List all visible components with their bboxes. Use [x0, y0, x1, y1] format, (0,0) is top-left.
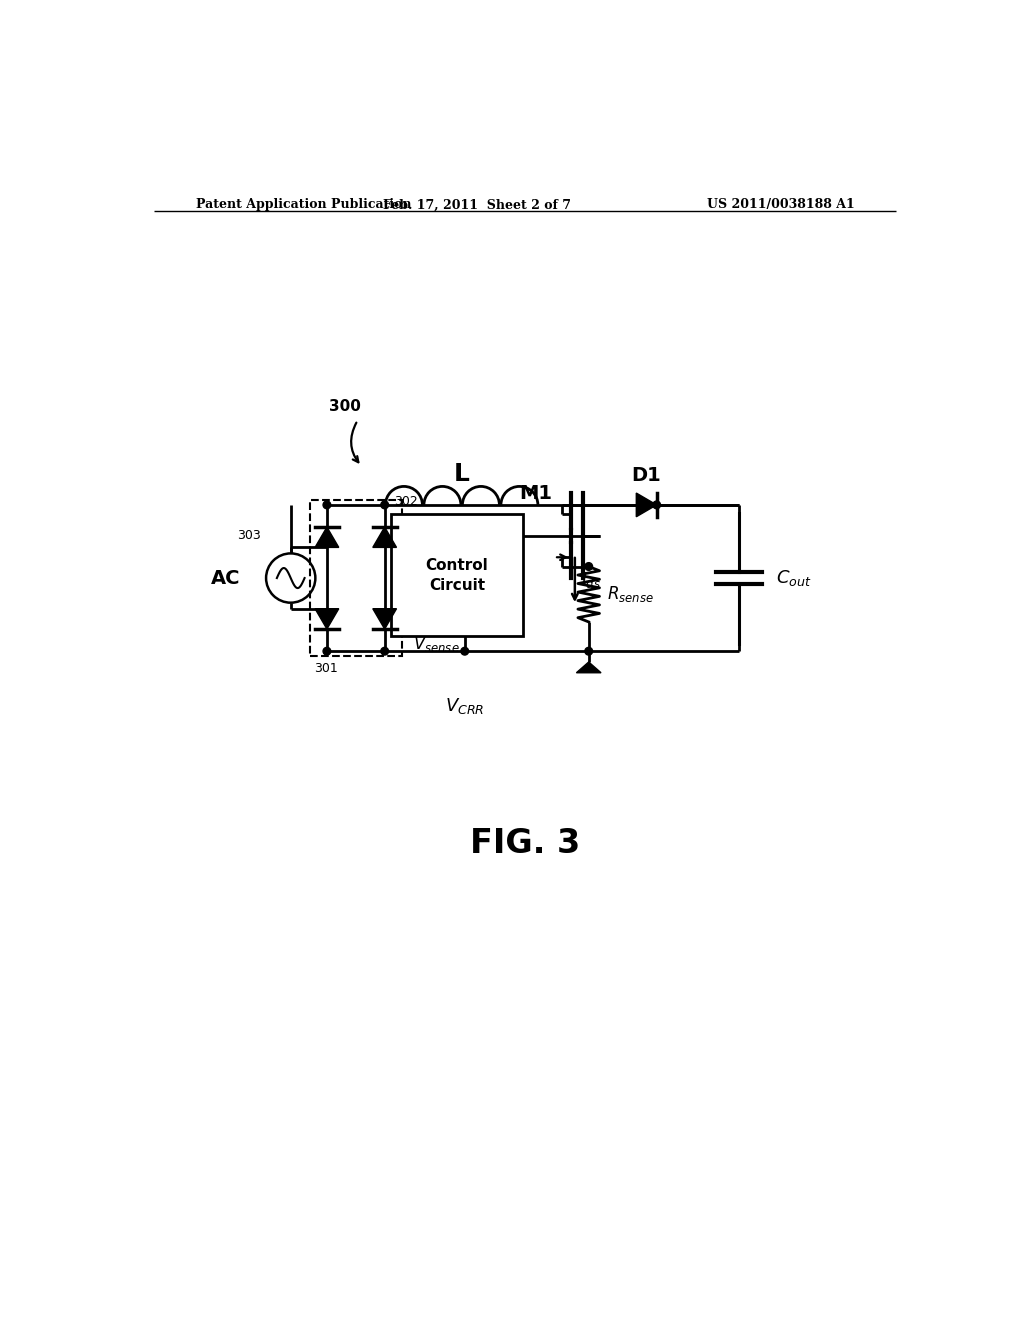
Text: 302: 302 [394, 495, 418, 508]
Text: $I_L$: $I_L$ [438, 553, 452, 573]
Text: Circuit: Circuit [429, 578, 485, 593]
Text: 303: 303 [237, 529, 260, 543]
Text: 300: 300 [330, 399, 361, 414]
Text: Control: Control [426, 558, 488, 573]
Circle shape [461, 647, 469, 655]
Polygon shape [373, 527, 396, 548]
Text: M1: M1 [519, 484, 552, 503]
Circle shape [652, 502, 660, 508]
Circle shape [323, 502, 331, 508]
Circle shape [585, 647, 593, 655]
Circle shape [381, 502, 388, 508]
Text: 301: 301 [313, 663, 338, 675]
Polygon shape [636, 494, 656, 516]
Polygon shape [577, 663, 601, 673]
Text: AC: AC [211, 569, 241, 587]
Text: Feb. 17, 2011  Sheet 2 of 7: Feb. 17, 2011 Sheet 2 of 7 [383, 198, 571, 211]
Polygon shape [315, 609, 339, 630]
Polygon shape [315, 527, 339, 548]
Circle shape [381, 647, 388, 655]
Text: US 2011/0038188 A1: US 2011/0038188 A1 [707, 198, 854, 211]
Circle shape [585, 562, 593, 570]
Text: $V_{CRR}$: $V_{CRR}$ [445, 696, 484, 715]
Text: Patent Application Publication: Patent Application Publication [196, 198, 412, 211]
Text: L: L [454, 462, 470, 486]
FancyBboxPatch shape [391, 515, 523, 636]
Text: $V_{sense}$: $V_{sense}$ [414, 634, 460, 653]
Text: $C_{out}$: $C_{out}$ [776, 568, 811, 587]
Text: FIG. 3: FIG. 3 [470, 828, 580, 861]
Text: $R_{sense}$: $R_{sense}$ [607, 585, 654, 605]
Text: D1: D1 [632, 466, 662, 486]
Polygon shape [373, 609, 396, 630]
Circle shape [323, 647, 331, 655]
Text: $I_{ds}$: $I_{ds}$ [581, 570, 601, 590]
